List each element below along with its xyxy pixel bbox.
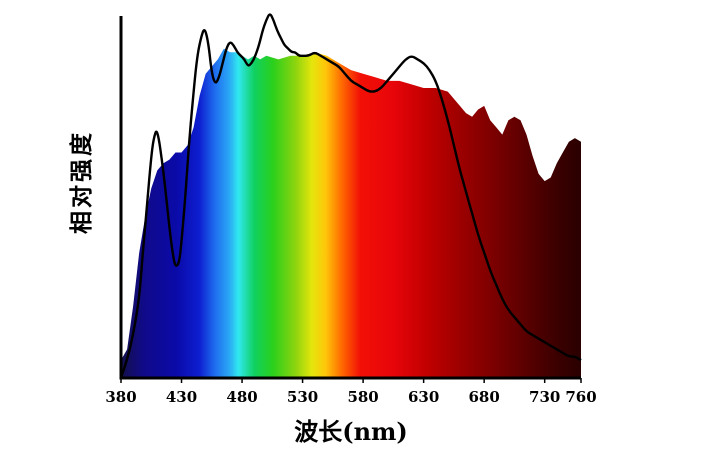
x-ticks: 380 430 480 530 580 630 680 730 760 — [105, 378, 597, 406]
spectrum-area — [121, 48, 581, 378]
x-tick-label: 760 — [565, 388, 596, 406]
x-tick-label: 380 — [105, 388, 136, 406]
axes — [119, 16, 581, 380]
x-tick-label: 430 — [166, 388, 197, 406]
y-axis-label: 相对强度 — [68, 130, 95, 234]
x-tick-label: 530 — [287, 388, 318, 406]
spectrum-line-layer — [119, 13, 582, 379]
x-tick-label: 680 — [469, 388, 500, 406]
spectrum-area-layer — [121, 48, 581, 378]
x-tick-label: 580 — [347, 388, 378, 406]
x-axis-label: 波长(nm) — [294, 417, 408, 446]
x-tick-label: 630 — [408, 388, 439, 406]
x-tick-label: 730 — [529, 388, 560, 406]
spectrum-line — [119, 13, 582, 379]
x-tick-label: 480 — [226, 388, 257, 406]
